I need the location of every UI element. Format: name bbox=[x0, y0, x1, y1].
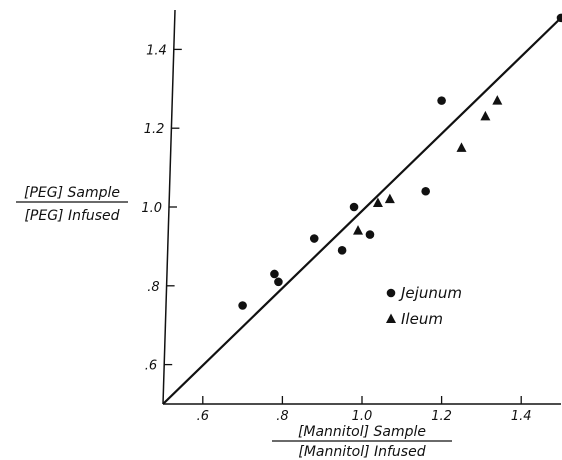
y-axis-title-numerator: [PEG] Sample bbox=[24, 185, 120, 201]
jejunum-point bbox=[270, 269, 279, 279]
x-tick-label: .6 bbox=[197, 409, 209, 424]
x-tick-label: 1.2 bbox=[431, 409, 452, 424]
y-tick-label: .8 bbox=[147, 280, 159, 295]
x-tick-label: .8 bbox=[276, 409, 288, 424]
y-tick-label: 1.4 bbox=[146, 43, 167, 58]
x-axis-title-numerator: [Mannitol] Sample bbox=[298, 424, 426, 440]
ileum-point bbox=[353, 225, 364, 235]
legend-label-ileum: Ileum bbox=[401, 310, 443, 328]
legend: Jejunum Ileum bbox=[386, 284, 462, 328]
x-tick-label: 1.0 bbox=[352, 409, 373, 424]
jejunum-point bbox=[421, 186, 430, 196]
axis-ticks: .6 .8 1.0 1.2 1.4 .6 .8 1.0 1.2 1.4 bbox=[141, 43, 531, 424]
ileum-point bbox=[492, 95, 503, 105]
reference-line-group bbox=[162, 17, 562, 405]
ileum-point bbox=[384, 193, 395, 204]
y-tick-label: .6 bbox=[145, 359, 157, 374]
jejunum-point bbox=[349, 202, 359, 212]
jejunum-point bbox=[437, 96, 446, 105]
legend-triangle-marker bbox=[386, 313, 396, 323]
y-tick-label: 1.2 bbox=[144, 122, 165, 137]
legend-label-jejunum: Jejunum bbox=[398, 284, 462, 302]
ileum-point bbox=[456, 142, 467, 152]
data-points bbox=[238, 13, 562, 310]
legend-circle-marker bbox=[386, 288, 396, 298]
x-tick-label: 1.4 bbox=[511, 409, 532, 424]
y-axis-title: [PEG] Sample [PEG] Infused bbox=[16, 185, 128, 224]
jejunum-point bbox=[556, 13, 562, 23]
jejunum-point bbox=[337, 246, 347, 255]
jejunum-point bbox=[274, 277, 283, 287]
reference-line bbox=[162, 17, 562, 405]
jejunum-point bbox=[365, 230, 375, 239]
x-axis-title: [Mannitol] Sample [Mannitol] Infused bbox=[272, 424, 452, 460]
jejunum-point bbox=[309, 234, 319, 243]
y-axis-title-denominator: [PEG] Infused bbox=[24, 208, 119, 224]
jejunum-point bbox=[238, 301, 247, 310]
y-tick-label: 1.0 bbox=[141, 201, 162, 216]
ileum-point bbox=[480, 110, 491, 121]
x-axis-title-denominator: [Mannitol] Infused bbox=[298, 444, 425, 460]
ileum-point bbox=[372, 197, 383, 208]
